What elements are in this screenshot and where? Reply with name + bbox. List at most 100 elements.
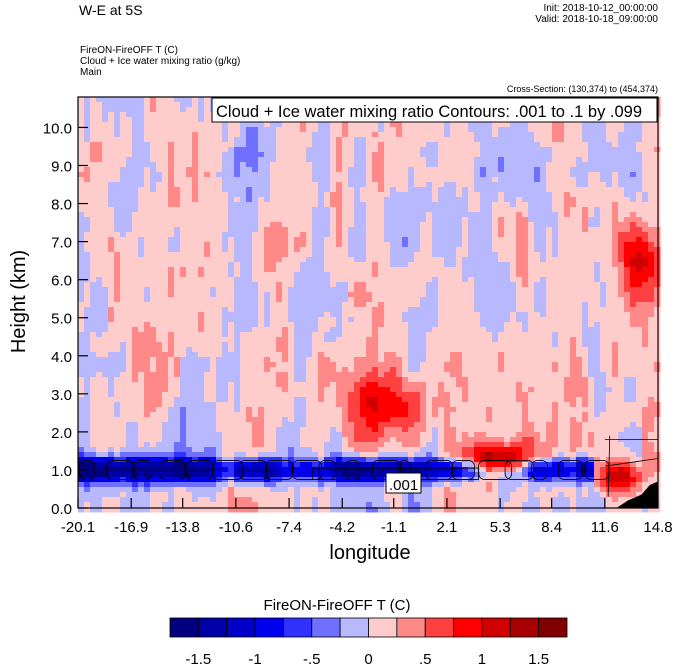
field-cell [264,172,271,178]
field-cell [474,187,481,193]
field-cell [222,122,229,128]
field-cell [348,187,355,193]
field-cell [432,302,439,308]
field-cell [456,222,463,228]
field-cell [600,322,607,328]
field-cell [228,142,235,148]
field-cell [300,302,307,308]
field-cell [600,292,607,298]
field-cell [618,312,625,318]
field-cell [510,302,517,308]
field-cell [210,317,217,323]
field-cell [438,182,445,188]
field-cell [234,312,241,318]
field-cell [504,347,511,353]
field-cell [612,302,619,308]
field-cell [252,312,259,318]
field-cell [240,307,247,313]
field-cell [594,282,601,288]
field-cell [528,272,535,278]
field-cell [528,342,535,348]
field-cell [606,312,613,318]
field-cell [174,152,181,158]
field-cell [456,267,463,273]
field-cell [198,107,205,113]
field-cell [642,147,649,153]
field-cell [252,222,259,228]
field-cell [372,332,379,338]
field-cell [90,147,97,153]
field-cell [150,227,157,233]
field-cell [594,312,601,318]
field-cell [444,202,451,208]
field-cell [534,277,541,283]
field-cell [444,212,451,218]
field-cell [618,127,625,133]
field-cell [450,327,457,333]
field-cell [138,207,145,213]
field-cell [342,297,349,303]
field-cell [480,132,487,138]
field-cell [618,342,625,348]
field-cell [504,232,511,238]
field-cell [330,247,337,253]
field-cell [570,162,577,168]
field-cell [630,327,637,333]
field-cell [132,157,139,163]
field-cell [456,197,463,203]
field-cell [144,172,151,178]
field-cell [624,132,631,138]
field-cell [390,227,397,233]
field-cell [498,332,505,338]
field-cell [552,257,559,263]
field-cell [288,232,295,238]
field-cell [372,272,379,278]
field-cell [414,322,421,328]
field-cell [138,137,145,143]
field-cell [576,167,583,173]
field-cell [654,212,661,218]
field-cell [192,297,199,303]
field-cell [96,317,103,323]
field-cell [456,152,463,158]
field-cell [216,252,223,258]
field-cell [588,332,595,338]
field-cell [168,342,175,348]
field-cell [186,312,193,318]
field-cell [282,202,289,208]
field-cell [174,207,181,213]
field-cell [114,222,121,228]
field-cell [582,327,589,333]
field-cell [492,287,499,293]
field-cell [630,267,637,273]
field-cell [204,122,211,128]
field-cell [444,167,451,173]
field-cell [534,182,541,188]
field-cell [174,177,181,183]
field-cell [228,167,235,173]
field-cell [606,282,613,288]
field-cell [306,157,313,163]
field-cell [78,227,85,233]
field-cell [324,342,331,348]
field-cell [486,172,493,178]
field-cell [558,172,565,178]
field-cell [642,157,649,163]
field-cell [396,157,403,163]
field-cell [546,242,553,248]
field-cell [456,162,463,168]
field-cell [306,267,313,273]
field-cell [246,262,253,268]
field-cell [384,177,391,183]
field-cell [288,352,295,358]
field-cell [492,327,499,333]
field-cell [612,167,619,173]
field-cell [174,217,181,223]
field-cell [558,307,565,313]
field-cell [144,147,151,153]
field-cell [126,332,133,338]
field-cell [228,287,235,293]
field-cell [246,282,253,288]
field-cell [114,182,121,188]
field-cell [552,252,559,258]
